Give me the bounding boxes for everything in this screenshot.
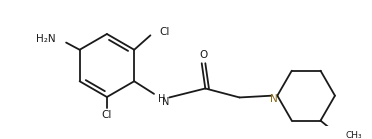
Text: Cl: Cl [160,27,170,37]
Text: H: H [157,94,165,104]
Text: N: N [162,97,169,107]
Text: Cl: Cl [102,110,112,120]
Text: H₂N: H₂N [36,34,55,44]
Text: CH₃: CH₃ [346,131,362,139]
Text: N: N [270,94,278,104]
Text: O: O [199,50,208,60]
